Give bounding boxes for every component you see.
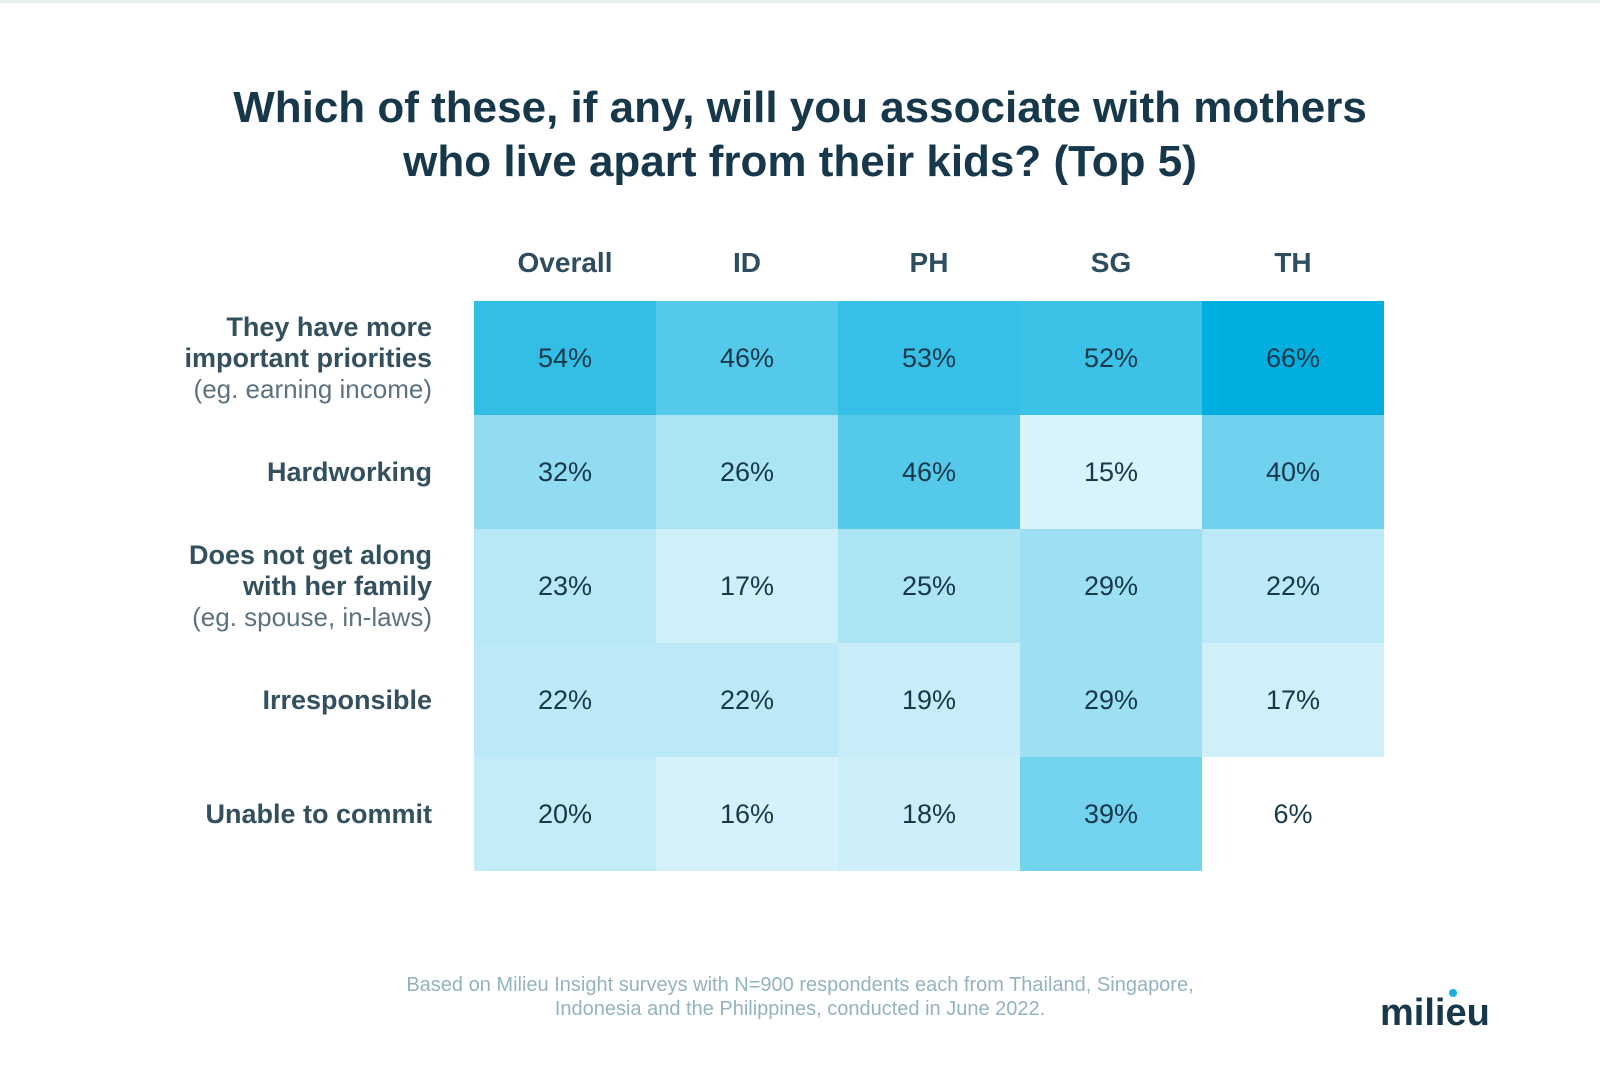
heatmap-cell: 25% — [838, 529, 1020, 643]
row-label: Unable to commit — [120, 756, 432, 872]
row-label-text: Hardworking — [266, 456, 432, 487]
heatmap-cell-value: 29% — [1083, 570, 1139, 601]
heatmap-cell: 53% — [838, 301, 1020, 415]
heatmap-cell: 15% — [1020, 415, 1202, 529]
row-label: Irresponsible — [120, 642, 432, 758]
heatmap-cell-value: 26% — [719, 456, 775, 487]
heatmap-cell-value: 20% — [537, 798, 593, 829]
heatmap-cell-value: 46% — [719, 342, 775, 373]
heatmap-cell-value: 53% — [901, 342, 957, 373]
heatmap-cell-value: 18% — [901, 798, 957, 829]
footnote: Based on Milieu Insight surveys with N=9… — [300, 973, 1300, 1021]
heatmap-cell-value: 16% — [719, 798, 775, 829]
heatmap-cell: 16% — [656, 757, 838, 871]
heatmap-cell: 39% — [1020, 757, 1202, 871]
heatmap-cell-value: 22% — [1265, 570, 1321, 601]
heatmap-cell: 40% — [1202, 415, 1384, 529]
heatmap-cell: 17% — [1202, 643, 1384, 757]
column-header-ph: PH — [909, 247, 949, 278]
row-sublabel: (eg. spouse, in-laws) — [192, 601, 432, 632]
footnote-line-1: Based on Milieu Insight surveys with N=9… — [406, 974, 1194, 996]
heatmap-cell: 29% — [1020, 643, 1202, 757]
heatmap-cell-value: 25% — [901, 570, 957, 601]
heatmap-cell-value: 17% — [719, 570, 775, 601]
heatmap-cell-value: 52% — [1083, 342, 1139, 373]
heatmap-cell: 22% — [656, 643, 838, 757]
footnote-line-2: Indonesia and the Philippines, conducted… — [554, 998, 1046, 1020]
heatmap-cell-value: 19% — [901, 684, 957, 715]
heatmap-cell-value: 23% — [537, 570, 593, 601]
heatmap-cell: 66% — [1202, 301, 1384, 415]
row-label-text: important priorities — [184, 342, 432, 373]
heatmap-cell: 6% — [1202, 757, 1384, 871]
row-sublabel: (eg. earning income) — [193, 373, 432, 404]
column-header-overall: Overall — [517, 247, 613, 278]
column-header-id: ID — [733, 247, 761, 278]
heatmap-cell: 23% — [474, 529, 656, 643]
heatmap-cell-value: 39% — [1083, 798, 1139, 829]
milieu-logo-dot — [1449, 989, 1457, 997]
row-label-text: with her family — [242, 570, 432, 601]
chart-title-line-2: who live apart from their kids? (Top 5) — [403, 137, 1197, 186]
row-label-text: They have more — [226, 311, 432, 342]
heatmap-cell-value: 29% — [1083, 684, 1139, 715]
heatmap-cell: 17% — [656, 529, 838, 643]
heatmap-cell: 19% — [838, 643, 1020, 757]
heatmap-cell: 26% — [656, 415, 838, 529]
row-label: They have more important priorities (eg. e… — [120, 300, 432, 416]
heatmap-cell-value: 22% — [537, 684, 593, 715]
heatmap-cell-value: 15% — [1083, 456, 1139, 487]
heatmap-cell-value: 6% — [1273, 798, 1313, 829]
heatmap-cell-value: 22% — [719, 684, 775, 715]
heatmap-cell-value: 66% — [1265, 342, 1321, 373]
chart-title-line-1: Which of these, if any, will you associa… — [233, 83, 1367, 132]
heatmap-cell: 18% — [838, 757, 1020, 871]
row-label-text: Irresponsible — [262, 684, 432, 715]
row-label-text: Does not get along — [189, 539, 432, 570]
heatmap-cell: 32% — [474, 415, 656, 529]
row-label: Does not get along with her family (eg. sp… — [120, 528, 432, 644]
heatmap-cell-value: 17% — [1265, 684, 1321, 715]
heatmap-cell: 52% — [1020, 301, 1202, 415]
milieu-logo: milieu — [1380, 989, 1490, 1034]
column-header-th: TH — [1274, 247, 1312, 278]
heatmap-cell: 46% — [656, 301, 838, 415]
heatmap-cell: 22% — [474, 643, 656, 757]
heatmap-cell: 29% — [1020, 529, 1202, 643]
milieu-logo-text: milieu — [1380, 992, 1490, 1034]
heatmap-cell-value: 40% — [1265, 456, 1321, 487]
heatmap-cell: 46% — [838, 415, 1020, 529]
heatmap-cell-value: 46% — [901, 456, 957, 487]
heatmap-cell-value: 54% — [537, 342, 593, 373]
heatmap-cell: 20% — [474, 757, 656, 871]
row-label: Hardworking — [120, 414, 432, 530]
column-header-sg: SG — [1090, 247, 1132, 278]
row-label-text: Unable to commit — [205, 798, 432, 829]
heatmap-cell: 54% — [474, 301, 656, 415]
heatmap-cell: 22% — [1202, 529, 1384, 643]
heatmap-cell-value: 32% — [537, 456, 593, 487]
chart-title: Which of these, if any, will you associa… — [0, 81, 1600, 189]
